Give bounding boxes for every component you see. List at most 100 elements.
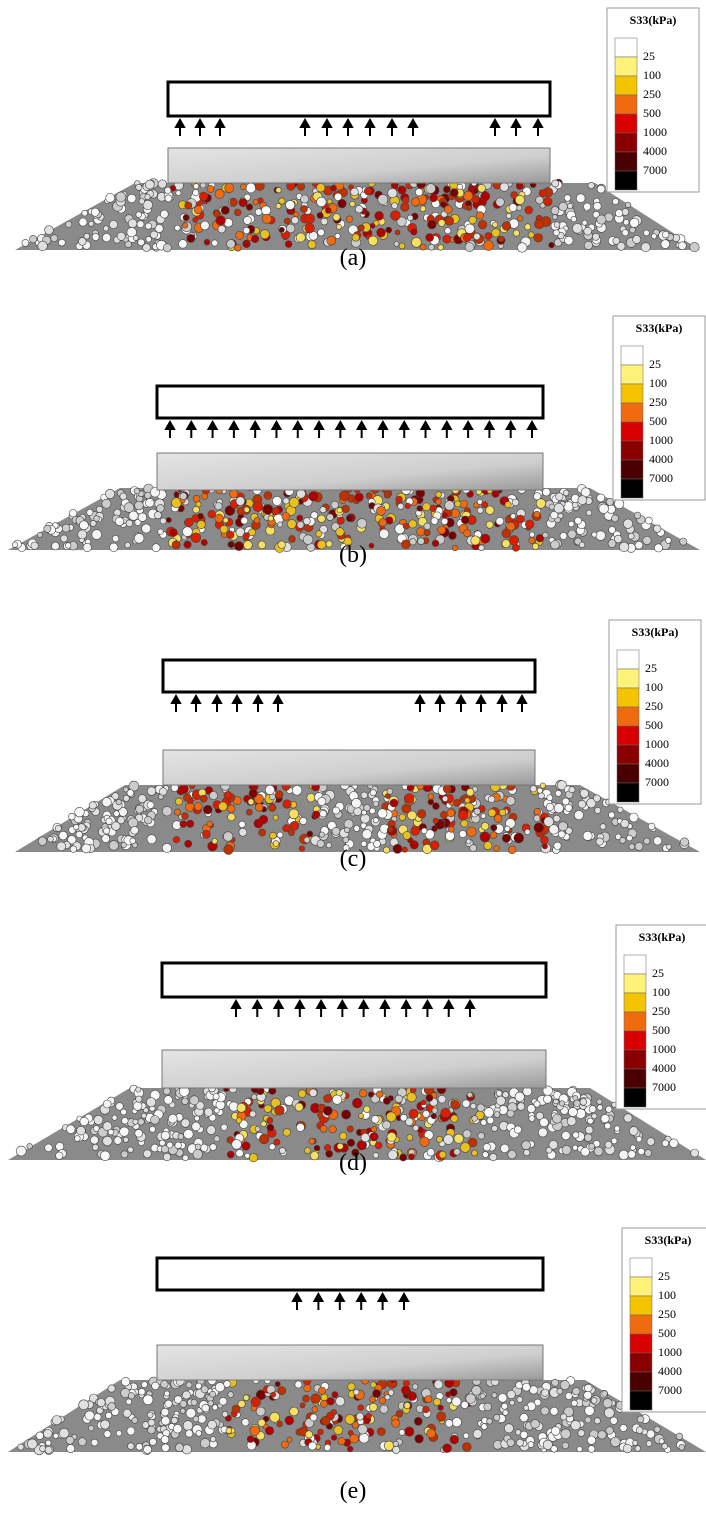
arrow <box>323 120 331 136</box>
particle <box>653 837 661 845</box>
arrow <box>423 1001 431 1017</box>
particle <box>127 1427 135 1435</box>
panel: (a)S33(kPa)25100250500100040007000 <box>15 8 700 271</box>
legend-level: 250 <box>658 1307 676 1321</box>
particle <box>446 1398 451 1403</box>
particle <box>250 1111 256 1117</box>
particle <box>452 1418 461 1427</box>
particle <box>574 811 583 820</box>
legend-level: 25 <box>652 966 664 980</box>
particle <box>364 188 371 195</box>
particle <box>498 236 504 242</box>
particle <box>234 209 241 216</box>
particle <box>359 1113 364 1118</box>
particle <box>185 202 192 209</box>
particle <box>502 834 510 842</box>
particle <box>262 206 271 215</box>
particle <box>447 809 455 817</box>
particle <box>314 1145 320 1151</box>
particle <box>168 1114 177 1123</box>
particle <box>243 533 249 539</box>
legend-level: 7000 <box>643 163 667 177</box>
particle <box>359 1090 367 1098</box>
particle <box>505 826 510 831</box>
particle <box>691 1149 699 1157</box>
particle <box>318 229 325 236</box>
particle <box>412 238 422 248</box>
particle <box>592 532 597 537</box>
particle <box>452 1397 461 1406</box>
particle <box>451 1100 460 1109</box>
arrow <box>230 422 238 438</box>
particle <box>461 516 469 524</box>
particle <box>530 785 537 792</box>
particle <box>103 828 109 834</box>
particle <box>392 1419 400 1427</box>
particle <box>551 1446 558 1453</box>
particle <box>478 184 486 192</box>
particle <box>618 807 624 813</box>
particle <box>562 1145 571 1154</box>
particle <box>83 543 91 551</box>
particle <box>543 532 549 538</box>
particle <box>428 220 437 229</box>
particle <box>202 1404 210 1412</box>
particle <box>244 507 250 513</box>
particle <box>242 1419 249 1426</box>
legend-swatch <box>617 726 639 745</box>
particle <box>308 1442 316 1450</box>
particle <box>324 1444 331 1451</box>
particle <box>463 1130 471 1138</box>
legend: S33(kPa)25100250500100040007000 <box>613 316 705 500</box>
particle <box>249 529 256 536</box>
particle <box>338 1438 345 1445</box>
particle <box>592 233 599 240</box>
particle <box>289 809 299 819</box>
particle <box>297 521 304 528</box>
particle <box>248 799 254 805</box>
particle <box>377 1428 385 1436</box>
particle <box>490 1153 497 1160</box>
particle <box>239 821 246 828</box>
particle <box>599 504 609 514</box>
particle <box>388 188 397 197</box>
particle <box>180 1400 187 1407</box>
particle <box>354 826 360 832</box>
particle <box>483 1144 490 1151</box>
particle <box>114 1137 122 1145</box>
particle <box>340 1132 347 1139</box>
arrow <box>172 696 180 712</box>
particle <box>362 810 367 815</box>
particle <box>490 832 497 839</box>
ballast <box>15 780 700 854</box>
particle <box>611 1437 621 1447</box>
particle <box>227 531 234 538</box>
particle <box>547 795 553 801</box>
particle <box>492 1393 497 1398</box>
particle <box>443 186 450 193</box>
particle <box>212 240 218 246</box>
particle <box>146 499 155 508</box>
legend-swatch <box>617 764 639 783</box>
particle <box>433 818 438 823</box>
particle <box>136 1443 143 1450</box>
particle <box>598 1431 606 1439</box>
particle <box>417 810 426 819</box>
particle <box>515 1092 524 1101</box>
particle <box>509 204 517 212</box>
particle <box>384 1441 394 1451</box>
particle <box>282 513 290 521</box>
particle <box>236 1149 244 1157</box>
particle <box>150 1126 156 1132</box>
particle <box>564 195 571 202</box>
particle <box>619 542 629 552</box>
particle <box>215 502 222 509</box>
particle <box>517 1103 525 1111</box>
particle <box>218 225 226 233</box>
particle <box>621 820 629 828</box>
particle <box>544 817 554 827</box>
particle <box>305 223 315 233</box>
particle <box>186 1430 193 1437</box>
particle <box>307 831 313 837</box>
particle <box>56 1152 63 1159</box>
